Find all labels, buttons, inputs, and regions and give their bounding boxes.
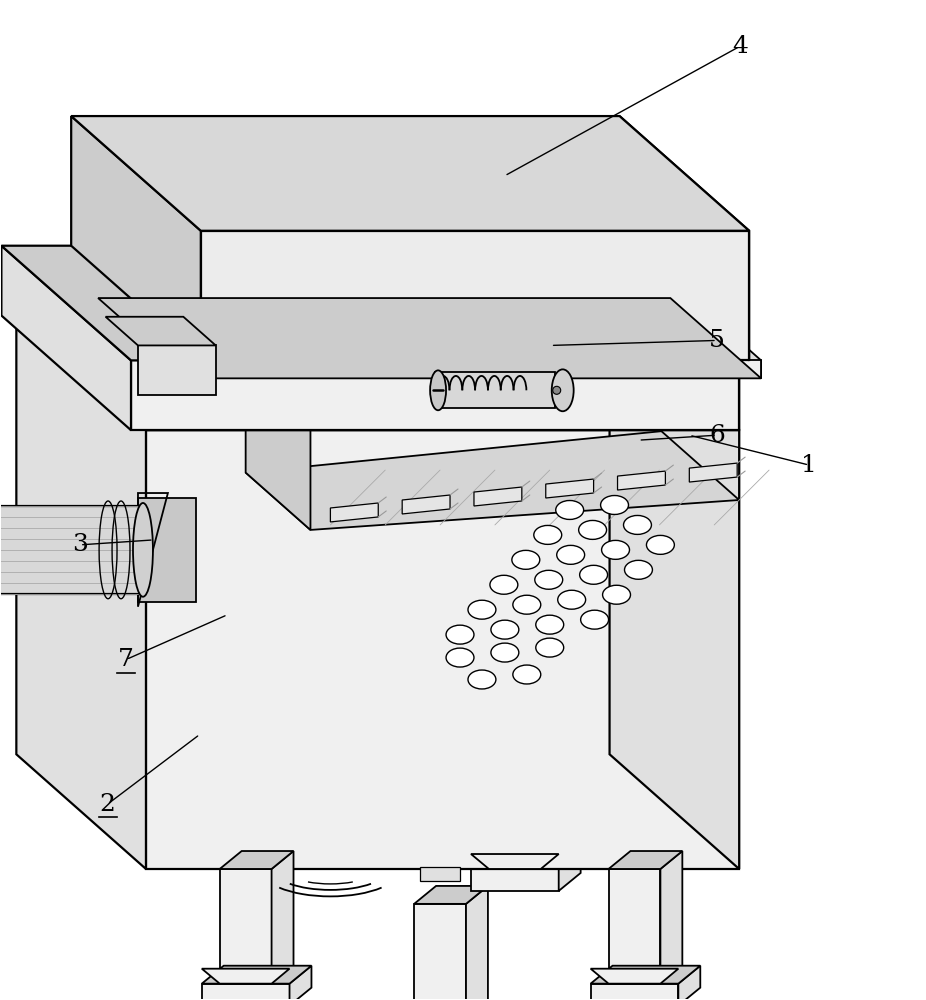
Polygon shape bbox=[0, 506, 143, 594]
Polygon shape bbox=[474, 487, 522, 506]
Text: 4: 4 bbox=[732, 35, 748, 58]
Polygon shape bbox=[1, 246, 131, 430]
Ellipse shape bbox=[133, 503, 153, 597]
Polygon shape bbox=[471, 851, 581, 869]
Polygon shape bbox=[138, 345, 216, 395]
Polygon shape bbox=[71, 116, 201, 360]
Ellipse shape bbox=[468, 670, 496, 689]
Ellipse shape bbox=[581, 610, 608, 629]
Polygon shape bbox=[219, 869, 271, 984]
Polygon shape bbox=[414, 904, 466, 1000]
Ellipse shape bbox=[535, 570, 563, 589]
Polygon shape bbox=[471, 869, 558, 891]
Polygon shape bbox=[414, 886, 488, 904]
Polygon shape bbox=[201, 231, 749, 360]
Ellipse shape bbox=[536, 638, 564, 657]
Ellipse shape bbox=[623, 515, 651, 534]
Polygon shape bbox=[670, 280, 761, 378]
Ellipse shape bbox=[490, 575, 518, 594]
Polygon shape bbox=[689, 463, 737, 482]
Ellipse shape bbox=[553, 386, 561, 394]
Ellipse shape bbox=[533, 525, 562, 544]
Polygon shape bbox=[202, 966, 311, 984]
Polygon shape bbox=[679, 966, 700, 1000]
Polygon shape bbox=[402, 495, 450, 514]
Text: 2: 2 bbox=[100, 793, 116, 816]
Ellipse shape bbox=[602, 540, 630, 559]
Polygon shape bbox=[618, 471, 666, 490]
Text: 6: 6 bbox=[709, 424, 725, 447]
Polygon shape bbox=[245, 373, 310, 530]
Ellipse shape bbox=[552, 369, 574, 411]
Ellipse shape bbox=[579, 520, 607, 539]
Ellipse shape bbox=[430, 370, 446, 410]
Ellipse shape bbox=[557, 545, 584, 564]
Polygon shape bbox=[435, 372, 555, 408]
Polygon shape bbox=[591, 984, 679, 1000]
Polygon shape bbox=[17, 316, 146, 869]
Polygon shape bbox=[98, 298, 761, 378]
Polygon shape bbox=[420, 867, 460, 881]
Polygon shape bbox=[591, 966, 700, 984]
Ellipse shape bbox=[580, 565, 607, 584]
Polygon shape bbox=[271, 851, 294, 984]
Polygon shape bbox=[619, 116, 749, 360]
Ellipse shape bbox=[513, 665, 541, 684]
Polygon shape bbox=[131, 360, 739, 430]
Text: 3: 3 bbox=[72, 533, 88, 556]
Polygon shape bbox=[558, 851, 581, 891]
Ellipse shape bbox=[556, 500, 583, 519]
Ellipse shape bbox=[468, 600, 496, 619]
Text: 7: 7 bbox=[119, 648, 134, 671]
Ellipse shape bbox=[446, 625, 474, 644]
Polygon shape bbox=[146, 430, 739, 869]
Polygon shape bbox=[245, 431, 739, 530]
Polygon shape bbox=[591, 969, 679, 984]
Text: 1: 1 bbox=[801, 454, 817, 477]
Polygon shape bbox=[71, 116, 749, 231]
Polygon shape bbox=[202, 984, 290, 1000]
Ellipse shape bbox=[557, 590, 585, 609]
Polygon shape bbox=[489, 754, 541, 869]
Polygon shape bbox=[106, 317, 216, 345]
Polygon shape bbox=[17, 316, 739, 430]
Polygon shape bbox=[471, 854, 558, 869]
Polygon shape bbox=[290, 966, 311, 1000]
Polygon shape bbox=[138, 498, 195, 602]
Polygon shape bbox=[608, 851, 682, 869]
Polygon shape bbox=[660, 851, 682, 984]
Ellipse shape bbox=[446, 648, 474, 667]
Polygon shape bbox=[189, 360, 761, 378]
Polygon shape bbox=[541, 736, 563, 869]
Ellipse shape bbox=[491, 643, 519, 662]
Ellipse shape bbox=[646, 535, 674, 554]
Text: 5: 5 bbox=[709, 329, 725, 352]
Ellipse shape bbox=[624, 560, 653, 579]
Polygon shape bbox=[609, 246, 739, 430]
Polygon shape bbox=[609, 316, 739, 869]
Ellipse shape bbox=[536, 615, 564, 634]
Polygon shape bbox=[331, 503, 378, 522]
Polygon shape bbox=[608, 869, 660, 984]
Polygon shape bbox=[202, 969, 290, 984]
Ellipse shape bbox=[601, 496, 629, 514]
Ellipse shape bbox=[512, 550, 540, 569]
Polygon shape bbox=[1, 246, 739, 360]
Ellipse shape bbox=[491, 620, 519, 639]
Polygon shape bbox=[489, 736, 563, 754]
Polygon shape bbox=[219, 851, 294, 869]
Ellipse shape bbox=[603, 585, 631, 604]
Polygon shape bbox=[466, 886, 488, 1000]
Ellipse shape bbox=[513, 595, 541, 614]
Polygon shape bbox=[545, 479, 594, 498]
